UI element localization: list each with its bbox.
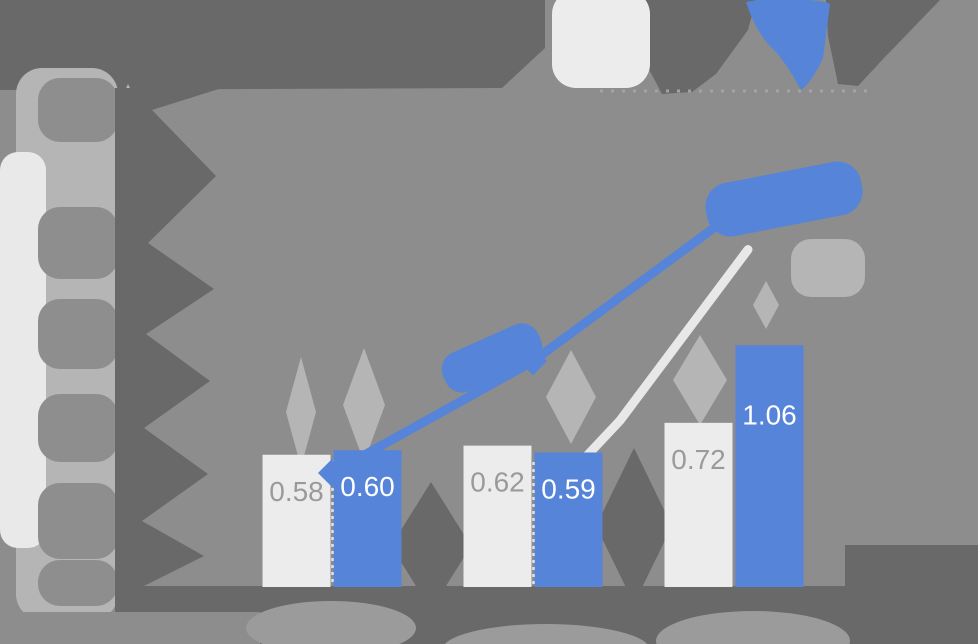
bar-value-label: 0.60 bbox=[340, 471, 395, 502]
bar-series-light bbox=[463, 445, 532, 587]
legend bbox=[552, 0, 830, 90]
halo-blob bbox=[546, 350, 596, 444]
halo-blob bbox=[286, 357, 316, 467]
y-axis-title-blob bbox=[0, 152, 46, 548]
bar-series-light bbox=[664, 422, 733, 587]
y-tick-label-blob bbox=[38, 483, 118, 559]
legend-band-mid-blob bbox=[634, 0, 756, 94]
y-tick-label-blob bbox=[38, 78, 118, 142]
bottom-left-patch bbox=[0, 612, 260, 644]
bar-series-blue bbox=[534, 452, 603, 587]
bar-value-labels: 0.58 0.62 0.72 0.60 0.59 1.06 bbox=[269, 399, 797, 506]
halo-blob bbox=[673, 335, 727, 425]
bar-series-blue bbox=[735, 345, 804, 587]
bar-value-label: 0.62 bbox=[470, 467, 525, 498]
legend-swatch-blue bbox=[746, 0, 830, 90]
legend-swatch-light bbox=[552, 0, 650, 88]
bars bbox=[262, 345, 804, 587]
bottom-right-block bbox=[845, 545, 978, 593]
legend-band-right-blob bbox=[826, 0, 940, 86]
dark-blob-1 bbox=[391, 482, 471, 610]
line-label-blob-light-end bbox=[791, 239, 865, 297]
bar-series-light bbox=[262, 454, 331, 587]
halo-blob bbox=[343, 348, 385, 462]
line-label-blob-blue-end bbox=[705, 161, 863, 237]
title-band-blob bbox=[0, 0, 545, 90]
x-label-blob-2 bbox=[444, 624, 648, 644]
bar-value-label: 0.72 bbox=[671, 444, 726, 475]
y-tick-label-blob bbox=[38, 299, 118, 369]
line-blue-marker bbox=[318, 459, 346, 487]
axis-zigzag-blob bbox=[115, 88, 222, 620]
line-label-blob-blue-mid bbox=[441, 323, 543, 393]
bar-value-label: 0.59 bbox=[541, 473, 596, 504]
y-tick-label-blob bbox=[38, 394, 118, 462]
halo-blob bbox=[753, 281, 779, 329]
x-label-blob-3 bbox=[656, 611, 850, 644]
dark-blob-2 bbox=[596, 448, 672, 604]
halo-blobs bbox=[286, 281, 779, 467]
bar-value-label: 0.58 bbox=[269, 476, 324, 507]
bar-value-label: 1.06 bbox=[742, 399, 797, 430]
x-label-blob-1 bbox=[246, 601, 416, 644]
y-tick-label-blob bbox=[38, 560, 118, 606]
y-tick-label-blob bbox=[38, 207, 118, 279]
